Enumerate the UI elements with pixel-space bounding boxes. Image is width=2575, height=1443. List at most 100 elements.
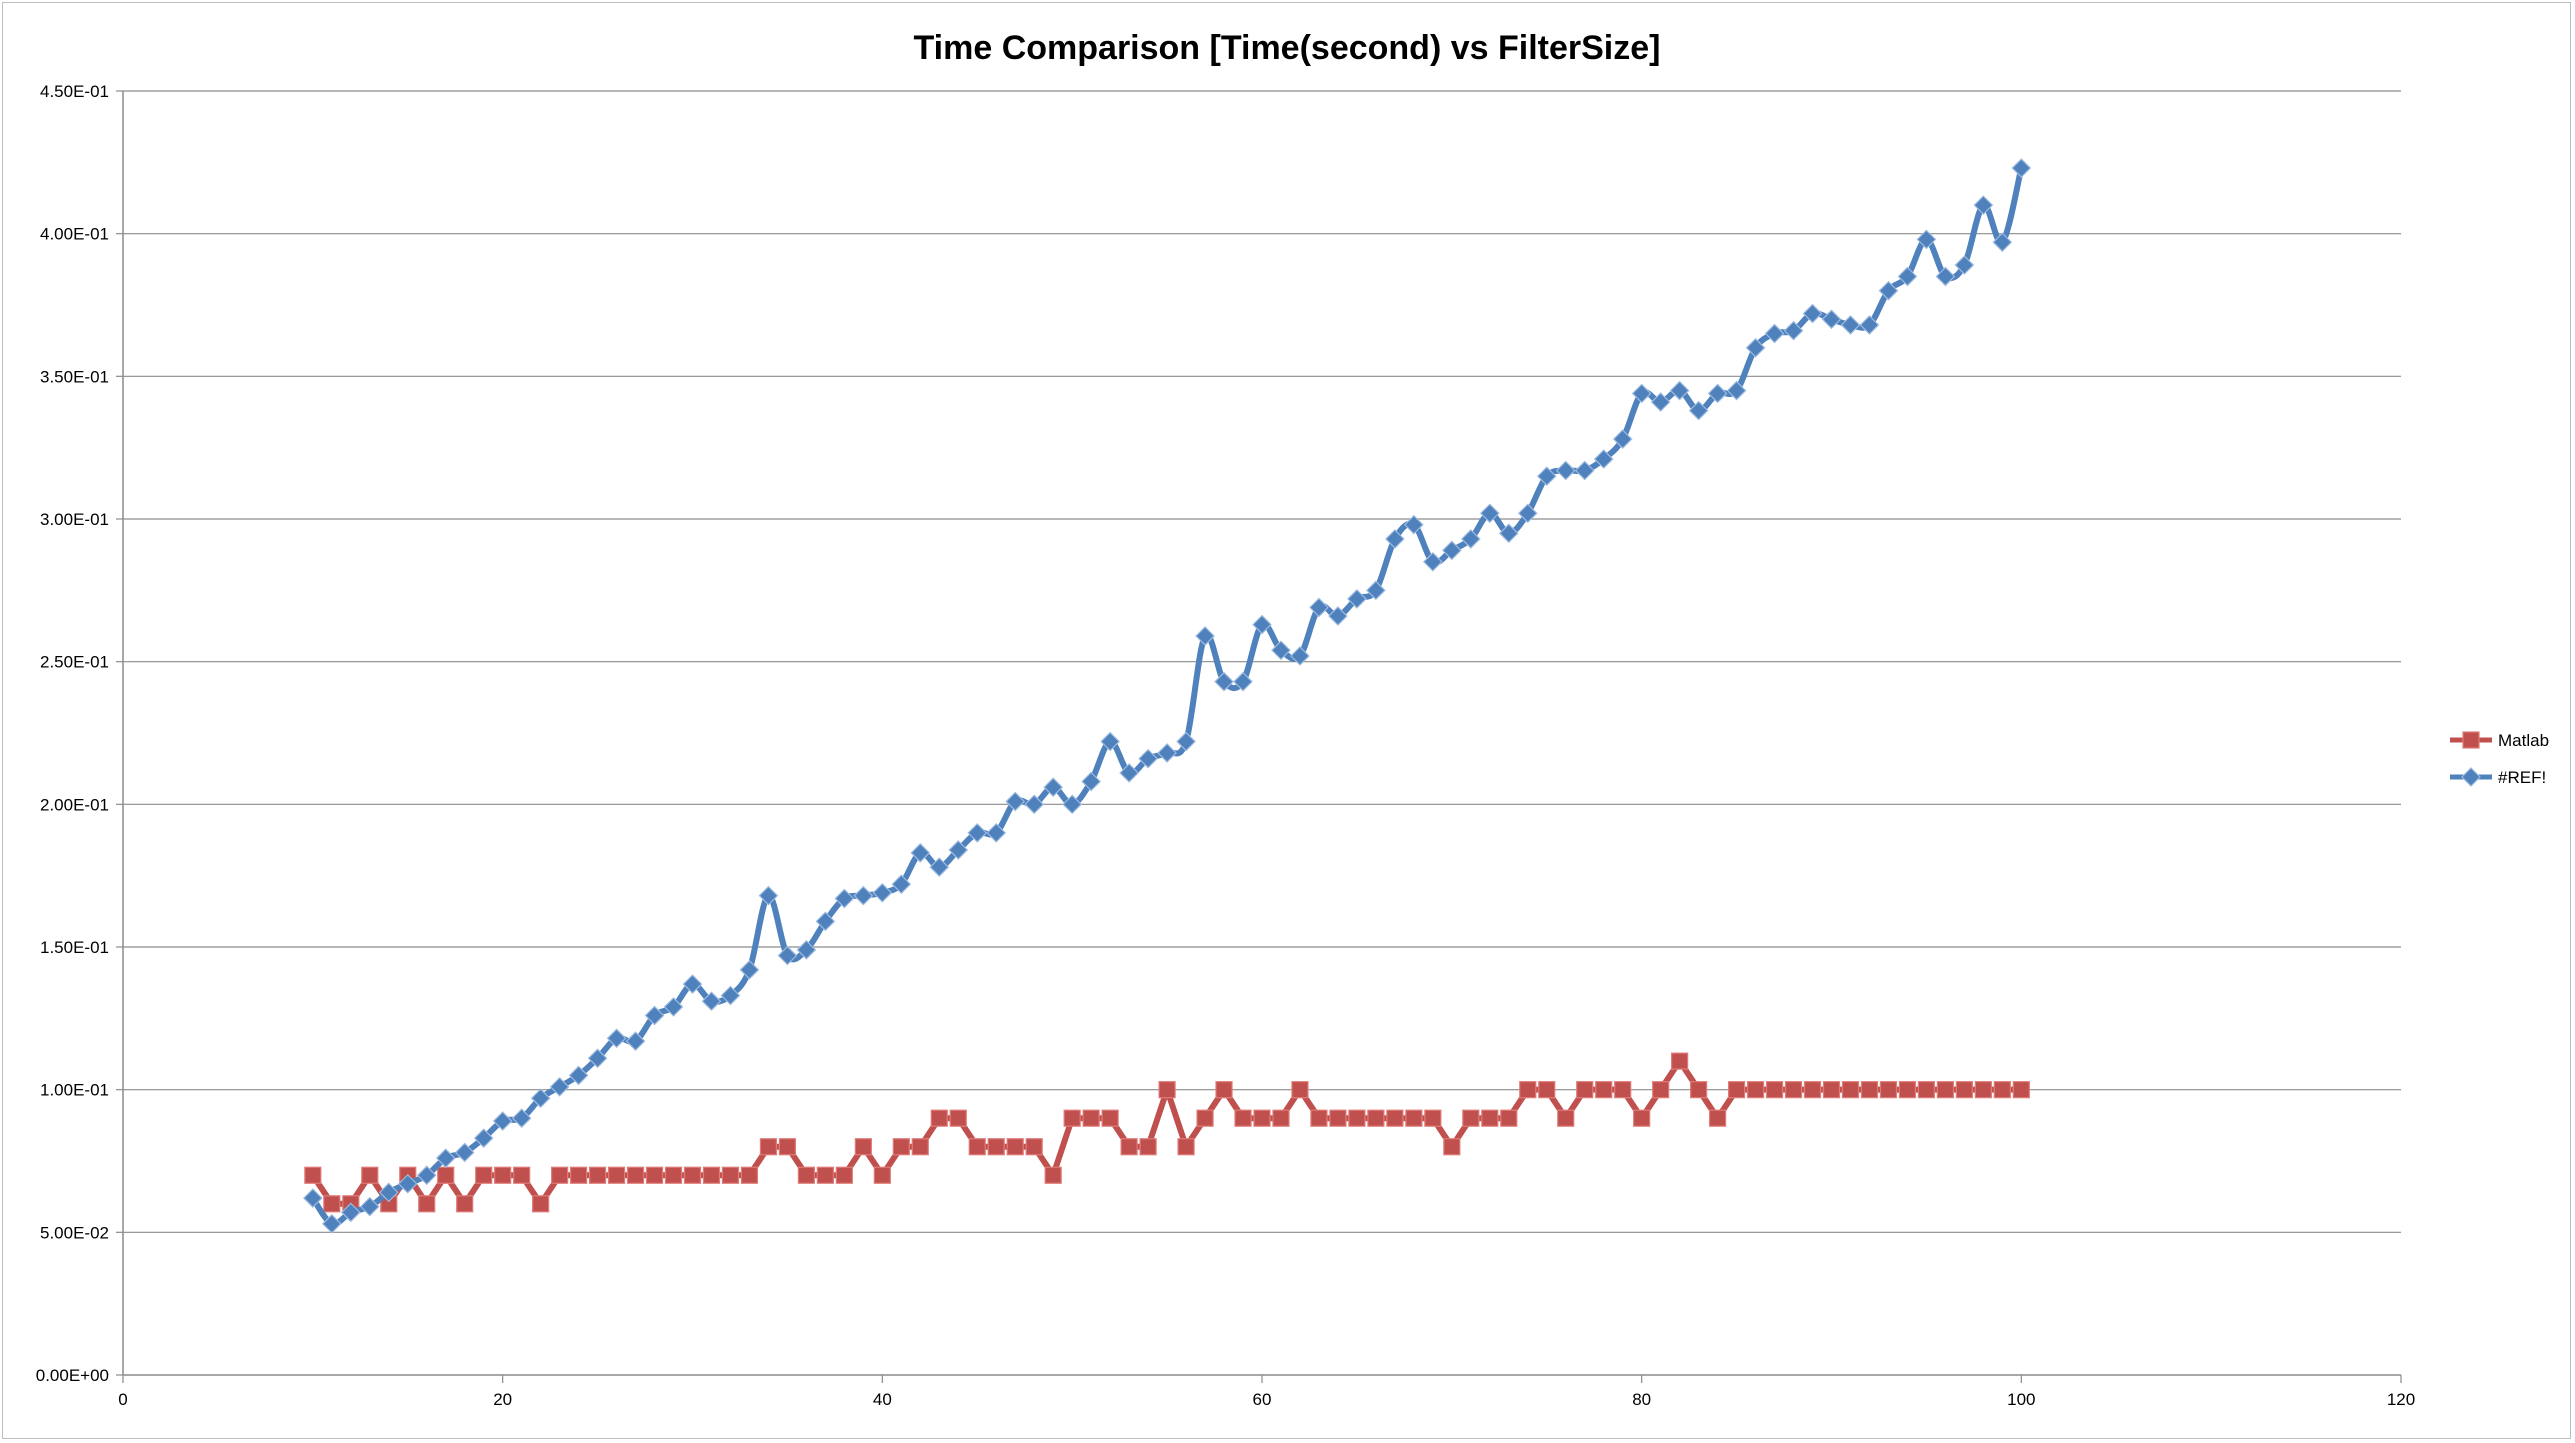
legend-entry: #REF! xyxy=(2450,767,2546,787)
data-point xyxy=(1633,1109,1651,1127)
data-point xyxy=(1272,1109,1290,1127)
data-point xyxy=(1973,195,1994,215)
data-point xyxy=(797,1166,816,1184)
data-point xyxy=(1101,1109,1119,1127)
data-point xyxy=(1347,589,1367,609)
data-point xyxy=(1481,1109,1499,1127)
data-point xyxy=(607,1166,626,1184)
x-tick-label: 40 xyxy=(873,1390,892,1409)
data-point xyxy=(1498,523,1519,544)
data-point xyxy=(302,1188,323,1208)
data-point xyxy=(1650,392,1671,412)
data-point xyxy=(1557,1109,1575,1127)
data-point xyxy=(2011,158,2032,178)
data-point xyxy=(1367,1109,1385,1127)
data-point xyxy=(1916,229,1937,250)
data-point xyxy=(892,1138,910,1156)
data-point xyxy=(1802,303,1823,324)
data-point xyxy=(569,1166,588,1184)
x-tick-label: 100 xyxy=(2007,1390,2035,1409)
data-point xyxy=(1595,1081,1613,1099)
data-point xyxy=(1309,597,1329,618)
data-point xyxy=(588,1166,607,1184)
gridlines xyxy=(123,90,2401,1233)
y-tick-label: 0.00E+00 xyxy=(36,1366,109,1385)
legend-entry: Matlab xyxy=(2450,731,2549,750)
y-tick-label: 1.50E-01 xyxy=(40,938,109,957)
series-matlab xyxy=(304,1052,2030,1213)
y-tick-label: 3.50E-01 xyxy=(40,367,109,386)
data-point xyxy=(682,974,703,994)
data-point xyxy=(1538,1081,1556,1099)
data-point xyxy=(1195,626,1215,646)
data-point xyxy=(1005,791,1026,812)
data-point xyxy=(1158,1081,1176,1099)
series-layer xyxy=(302,158,2032,1234)
data-point xyxy=(1424,1109,1442,1127)
data-point xyxy=(1196,1109,1214,1127)
data-point xyxy=(1631,383,1652,404)
data-point xyxy=(702,1166,721,1184)
data-point xyxy=(1726,380,1747,401)
y-tick-label: 2.00E-01 xyxy=(40,795,109,814)
data-point xyxy=(986,823,1007,843)
line-chart: Time Comparison [Time(second) vs FilterS… xyxy=(36,29,2549,1409)
data-point xyxy=(1593,449,1614,469)
data-point xyxy=(549,1076,570,1097)
data-point xyxy=(1803,1081,1822,1099)
data-point xyxy=(1783,320,1804,341)
data-point xyxy=(1233,671,1253,692)
data-point xyxy=(1822,1081,1841,1099)
data-point xyxy=(1385,529,1405,549)
data-point xyxy=(759,1138,778,1156)
data-point xyxy=(1555,460,1576,481)
data-point xyxy=(626,1166,645,1184)
data-point xyxy=(511,1108,532,1129)
data-point xyxy=(1993,1081,2011,1099)
data-point xyxy=(853,885,874,906)
data-point xyxy=(1879,1081,1898,1099)
data-point xyxy=(1043,777,1064,798)
data-point xyxy=(1727,1081,1746,1099)
data-point xyxy=(1671,1052,1689,1070)
x-tick-label: 120 xyxy=(2387,1390,2415,1409)
data-point xyxy=(587,1048,608,1069)
data-point xyxy=(854,1138,872,1156)
data-point xyxy=(625,1031,646,1052)
chart-title: Time Comparison [Time(second) vs FilterS… xyxy=(914,29,1661,67)
data-point xyxy=(1024,794,1045,815)
data-point xyxy=(304,1166,322,1184)
data-point xyxy=(1176,731,1196,752)
data-point xyxy=(1271,640,1291,661)
series-ref xyxy=(302,158,2032,1234)
data-point xyxy=(1821,309,1842,330)
data-point xyxy=(1859,315,1880,335)
legend-label: #REF! xyxy=(2498,768,2546,787)
data-point xyxy=(1328,606,1348,626)
data-point xyxy=(1614,1081,1632,1099)
data-point xyxy=(835,1166,853,1184)
data-point xyxy=(1423,551,1443,572)
data-point xyxy=(1652,1081,1670,1099)
data-point xyxy=(1044,1166,1062,1184)
data-point xyxy=(435,1148,456,1168)
data-point xyxy=(1082,1109,1100,1127)
data-point xyxy=(1860,1081,1879,1099)
data-point xyxy=(494,1166,512,1184)
y-tick-label: 2.50E-01 xyxy=(40,653,109,672)
data-point xyxy=(1234,1109,1252,1127)
data-point xyxy=(1139,1138,1157,1156)
data-point xyxy=(1517,503,1538,524)
data-point xyxy=(361,1166,379,1184)
data-point xyxy=(1120,1138,1138,1156)
data-point xyxy=(1405,1109,1423,1127)
data-point xyxy=(1708,1109,1727,1127)
data-point xyxy=(2012,1081,2030,1099)
data-point xyxy=(721,1166,740,1184)
data-point xyxy=(911,1138,929,1156)
data-point xyxy=(1462,1109,1480,1127)
data-point xyxy=(948,840,969,860)
data-point xyxy=(606,1028,627,1049)
data-point xyxy=(437,1166,455,1184)
